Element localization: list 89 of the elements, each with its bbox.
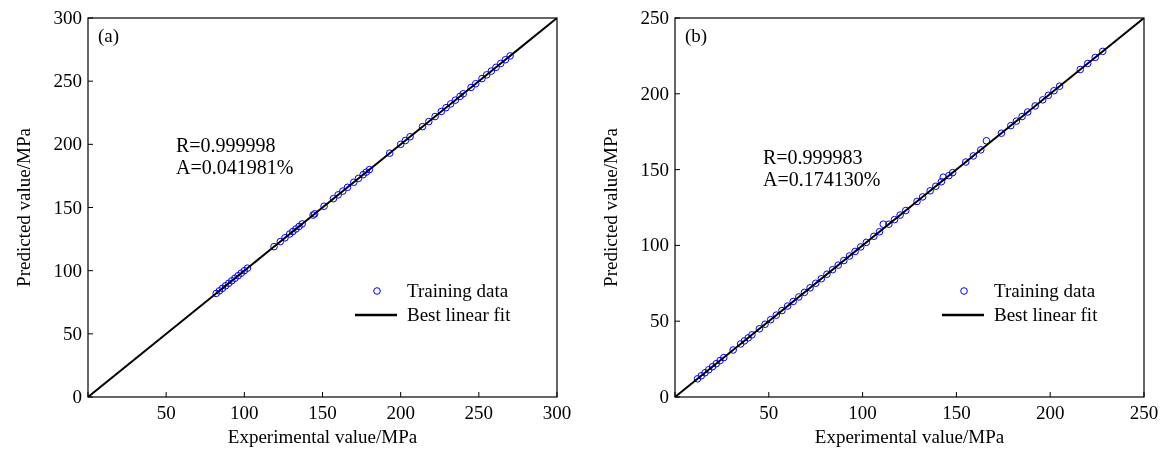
point [459,90,467,98]
y-tick-label: 50 [650,310,669,332]
x-tick-label: 100 [848,402,877,423]
point [456,92,464,101]
point [237,269,246,277]
point [295,222,303,231]
annotation: A=0.174130% [763,168,881,190]
x-tick-label: 300 [542,402,572,423]
point [298,220,306,228]
annotation: A=0.041981% [176,156,294,178]
point [418,122,427,131]
x-tick-label: 150 [308,402,337,423]
point [221,282,230,290]
point [292,225,300,233]
point [396,140,405,149]
point [349,178,358,187]
annotation: R=0.999983 [763,146,863,168]
point [437,107,446,116]
y-tick-label: 100 [640,234,669,256]
x-tick-label: 250 [1129,402,1159,423]
point [270,242,278,251]
y-tick-label: 50 [63,322,82,344]
point [385,149,394,157]
point [406,132,414,141]
y-tick-label: 150 [640,158,669,180]
point [365,165,374,174]
point [228,276,236,285]
x-tick-label: 200 [1035,402,1065,423]
point [425,117,433,126]
point [343,183,352,192]
y-tick-label: 100 [53,259,82,281]
point [442,103,450,112]
y-tick-label: 200 [53,133,82,155]
annotation: R=0.999998 [176,134,276,156]
point [471,79,480,88]
x-tick-label: 250 [464,402,494,423]
point [231,274,239,283]
legend-label: Best linear fit [407,304,512,325]
y-tick-label: 300 [53,7,82,28]
x-tick-label: 150 [942,402,971,423]
x-tick-label: 200 [386,402,415,423]
legend-label: Training data [407,280,509,301]
y-tick-label: 250 [53,70,82,92]
x-tick-label: 100 [230,402,259,423]
point [329,194,338,203]
annotation: (b) [685,25,708,47]
annotation: (a) [98,25,120,47]
point [401,136,410,145]
point [215,287,224,295]
point [339,187,347,195]
point [234,271,242,280]
point [359,170,367,179]
y-tick-label: 150 [53,196,82,218]
x-axis-title: Experimental value/MPa [227,426,418,447]
point [224,279,233,288]
point [334,191,342,199]
point [487,67,496,75]
point [276,237,285,246]
point [467,83,475,92]
point [506,52,514,60]
legend-label: Training data [994,280,1096,301]
point [451,96,460,104]
point [496,59,505,68]
x-tick-label: 50 [156,402,176,423]
point [482,71,491,79]
point [243,264,252,272]
point [478,74,486,83]
point [285,230,294,238]
point [501,55,510,64]
x-tick-label: 50 [759,402,779,423]
point [362,168,371,176]
point [492,63,500,72]
point [354,174,363,183]
point [320,202,328,211]
point [240,266,249,275]
y-axis-title: Predicted value/MPa [13,127,34,287]
y-axis-title: Predicted value/MPa [600,127,621,287]
y-tick-label: 0 [72,386,82,407]
point [281,234,289,242]
legend-label: Best linear fit [994,304,1099,325]
y-tick-label: 200 [640,82,669,104]
y-tick-label: 250 [640,7,669,28]
point [218,284,227,293]
point [446,100,455,108]
point [212,289,220,298]
point [289,227,297,236]
y-tick-label: 0 [659,386,669,407]
x-axis-title: Experimental value/MPa [814,426,1005,447]
point [431,112,439,121]
